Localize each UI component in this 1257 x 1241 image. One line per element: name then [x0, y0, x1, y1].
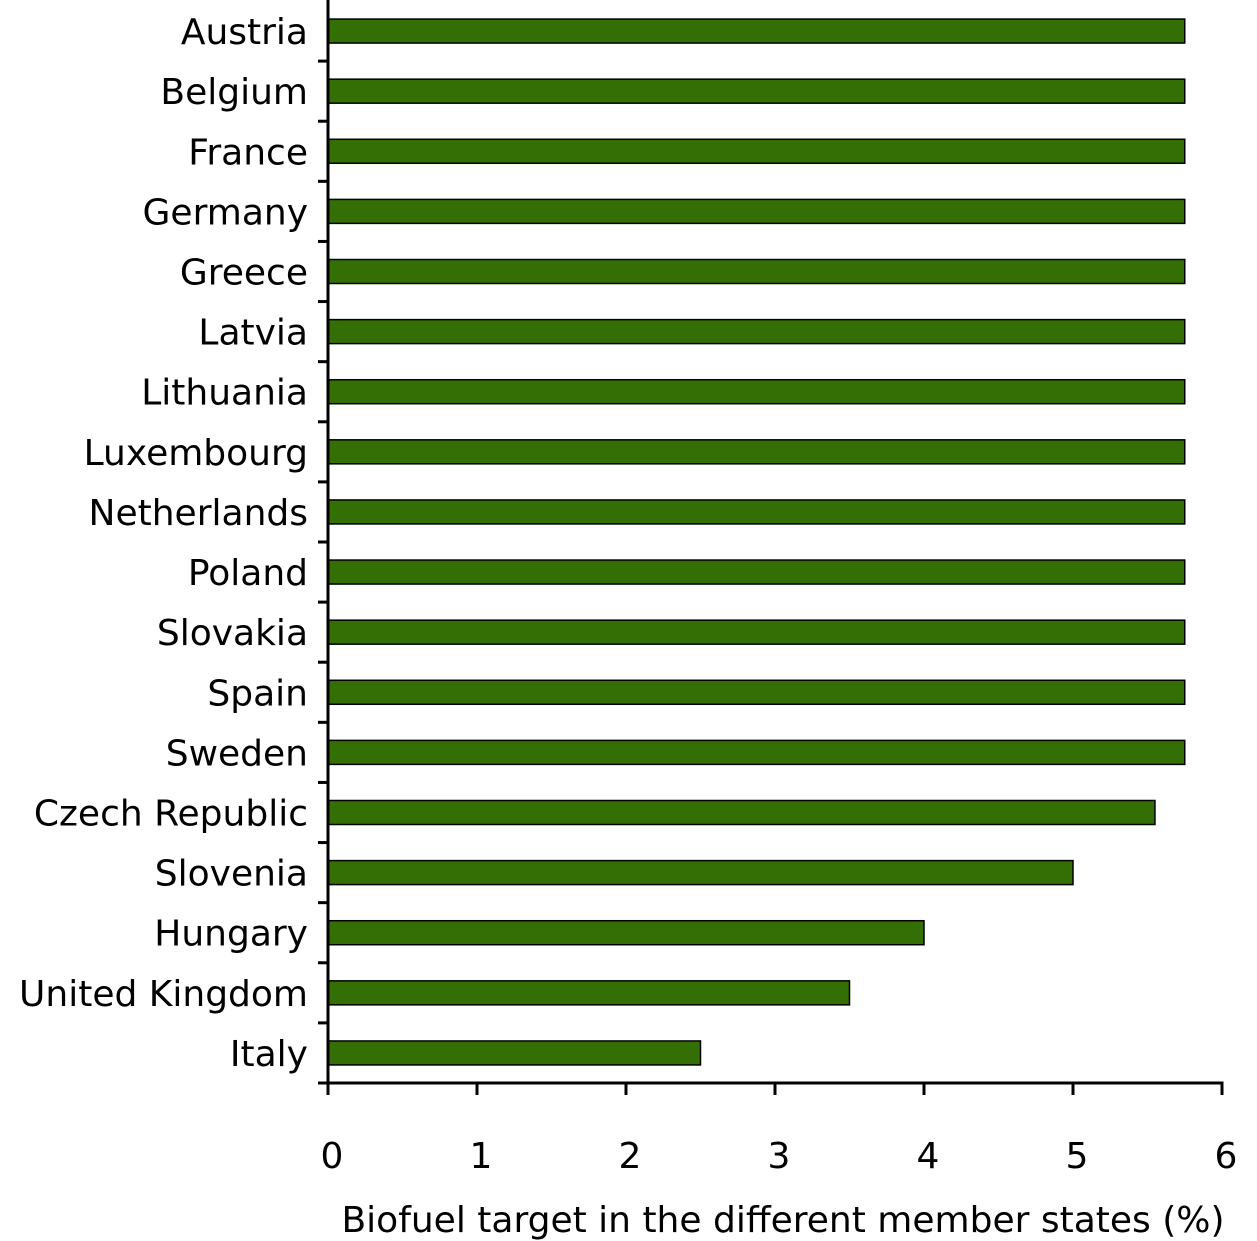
category-label: Luxembourg	[84, 433, 308, 474]
x-tick-label: 1	[470, 1136, 493, 1177]
category-label: United Kingdom	[19, 974, 308, 1015]
bar-belgium	[327, 78, 1186, 104]
bar-germany	[327, 198, 1186, 225]
category-label: Italy	[230, 1034, 308, 1075]
bar-austria	[327, 18, 1186, 44]
x-tick-label: 4	[917, 1136, 940, 1177]
bar-greece	[327, 258, 1186, 285]
x-tick-label: 5	[1066, 1136, 1089, 1177]
bar-slovakia	[327, 619, 1186, 645]
category-label: Spain	[207, 673, 308, 714]
bar-united-kingdom	[327, 980, 851, 1006]
bar-lithuania	[327, 378, 1186, 405]
category-label: Latvia	[198, 313, 308, 354]
bar-sweden	[327, 739, 1186, 766]
axes-group	[318, 0, 1224, 1095]
bar-poland	[327, 559, 1186, 585]
bar-latvia	[327, 318, 1186, 345]
category-label: Sweden	[166, 733, 308, 774]
bar-hungary	[327, 919, 925, 946]
bar-slovenia	[327, 859, 1074, 886]
bar-luxembourg	[327, 439, 1186, 465]
x-tick-label: 0	[321, 1136, 344, 1177]
category-label: Slovenia	[155, 854, 308, 895]
category-label: Belgium	[160, 72, 308, 113]
bar-netherlands	[327, 499, 1186, 525]
category-label: Greece	[180, 253, 308, 294]
category-label: Poland	[188, 553, 308, 594]
category-label: Germany	[143, 192, 308, 233]
bar-italy	[327, 1040, 702, 1066]
bar-france	[327, 138, 1186, 165]
category-label: Austria	[181, 12, 308, 53]
bar-czech-republic	[327, 799, 1156, 826]
category-label: Lithuania	[141, 373, 308, 414]
x-tick-label: 2	[619, 1136, 642, 1177]
x-tick-label: 3	[768, 1136, 791, 1177]
category-label: France	[188, 132, 308, 173]
category-label: Netherlands	[89, 493, 308, 534]
tick-labels-group: 0 1 2 3 4 5 6	[321, 1136, 1238, 1177]
category-label: Hungary	[154, 914, 308, 955]
bars-group	[327, 18, 1186, 1066]
category-labels-group: Austria Belgium France Germany Greece Latvia L…	[19, 12, 308, 1075]
x-axis-title: Biofuel target in the different member s…	[341, 1200, 1224, 1241]
category-label: Czech Republic	[34, 794, 308, 835]
bar-spain	[327, 679, 1186, 706]
x-tick-label: 6	[1215, 1136, 1238, 1177]
category-label: Slovakia	[157, 613, 308, 654]
